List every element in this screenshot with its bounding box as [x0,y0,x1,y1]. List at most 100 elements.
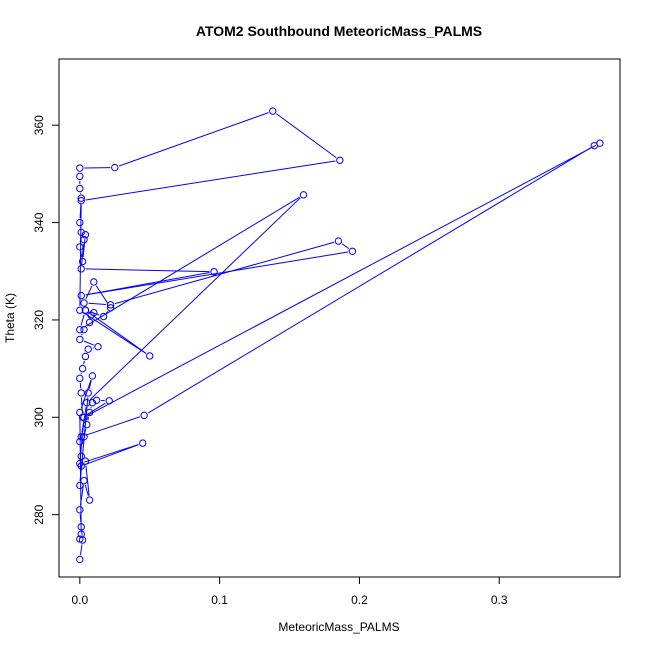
series-segment [341,243,350,250]
data-point [77,433,85,441]
series-segment [83,360,85,365]
data-point [334,237,343,245]
x-tick-label: 0.3 [491,593,508,607]
data-point [80,433,88,441]
data-point [84,345,92,353]
data-point [78,364,87,373]
series-segment [83,340,95,346]
data-point [80,235,88,244]
data-point [76,325,84,334]
series-segment [85,444,139,465]
y-axis: 280 300 320 340 360 [32,115,60,525]
data-point [76,555,84,564]
x-tick-label: 0.2 [351,593,368,607]
data-point [596,139,604,147]
x-axis-label: MeteoricMass_PALMS [278,620,399,634]
data-point [80,325,88,334]
series-segment [85,268,210,273]
series-segment [85,160,336,201]
series-segment [85,416,141,436]
data-point [76,172,84,181]
data-point [146,352,154,360]
data-point [92,396,101,404]
data-point [76,306,84,314]
data-point [106,304,115,312]
series-segment [82,239,86,258]
data-point [77,196,85,205]
series-segment [79,205,82,306]
data-point [348,247,357,256]
data-point [106,301,115,309]
series-segment [85,285,93,300]
data-point [139,439,147,447]
data-point [77,265,85,273]
data-point [77,228,85,237]
data-point [90,278,98,286]
data-point [85,318,94,327]
data-point [88,372,97,380]
series-segment [114,241,335,305]
series-segment [85,272,210,296]
data-point [78,257,87,266]
series-segment [87,144,597,416]
data-point [99,312,108,321]
series-segment [83,444,139,463]
series-segment [80,380,92,409]
series-segment [83,312,147,354]
data-point [77,462,85,470]
y-axis-label: Theta (K) [3,293,17,343]
data-point [77,291,85,300]
data-point [88,399,97,407]
series-segment [88,380,92,389]
series-segment [87,416,90,421]
data-point [84,389,92,397]
data-point [299,191,308,199]
data-point [80,413,88,422]
x-axis: 0.0 0.1 0.2 0.3 [71,576,508,607]
series-segment [88,312,147,354]
data-point [80,476,88,485]
series-segment [106,310,109,314]
y-tick-label: 280 [32,504,46,524]
series-segment [86,402,106,416]
data-point [76,408,84,417]
data-point [85,496,94,504]
data-point [76,335,84,344]
data-point [77,194,85,202]
data-point [83,420,91,429]
x-tick-label: 0.1 [211,593,228,607]
data-point [76,243,84,251]
chart-title: ATOM2 Southbound MeteoricMass_PALMS [196,23,482,39]
series-segment [84,484,89,496]
data-point [76,481,84,490]
data-point [336,156,344,164]
y-tick-label: 360 [32,115,46,135]
data-point [81,306,90,314]
data-point [94,343,102,351]
x-tick-label: 0.0 [71,593,88,607]
data-point [105,397,113,405]
data-point [76,184,84,193]
data-point [83,399,91,407]
series-segment [79,382,82,389]
series-segment [83,196,300,328]
data-point [77,530,85,538]
data-point [76,374,84,383]
series-segment [88,302,107,306]
data-point [81,352,90,361]
data-point [80,299,88,307]
data-point [76,535,84,543]
y-tick-label: 320 [32,310,46,330]
data-point [76,218,84,227]
y-tick-label: 300 [32,407,46,427]
series-segment [147,147,591,414]
data-point [77,389,85,397]
data-point [76,164,84,172]
series-segment [79,416,82,530]
series-segment [95,285,109,305]
data-point [76,506,84,514]
data-point [140,411,148,420]
data-point [269,107,277,115]
data-point [81,231,90,239]
